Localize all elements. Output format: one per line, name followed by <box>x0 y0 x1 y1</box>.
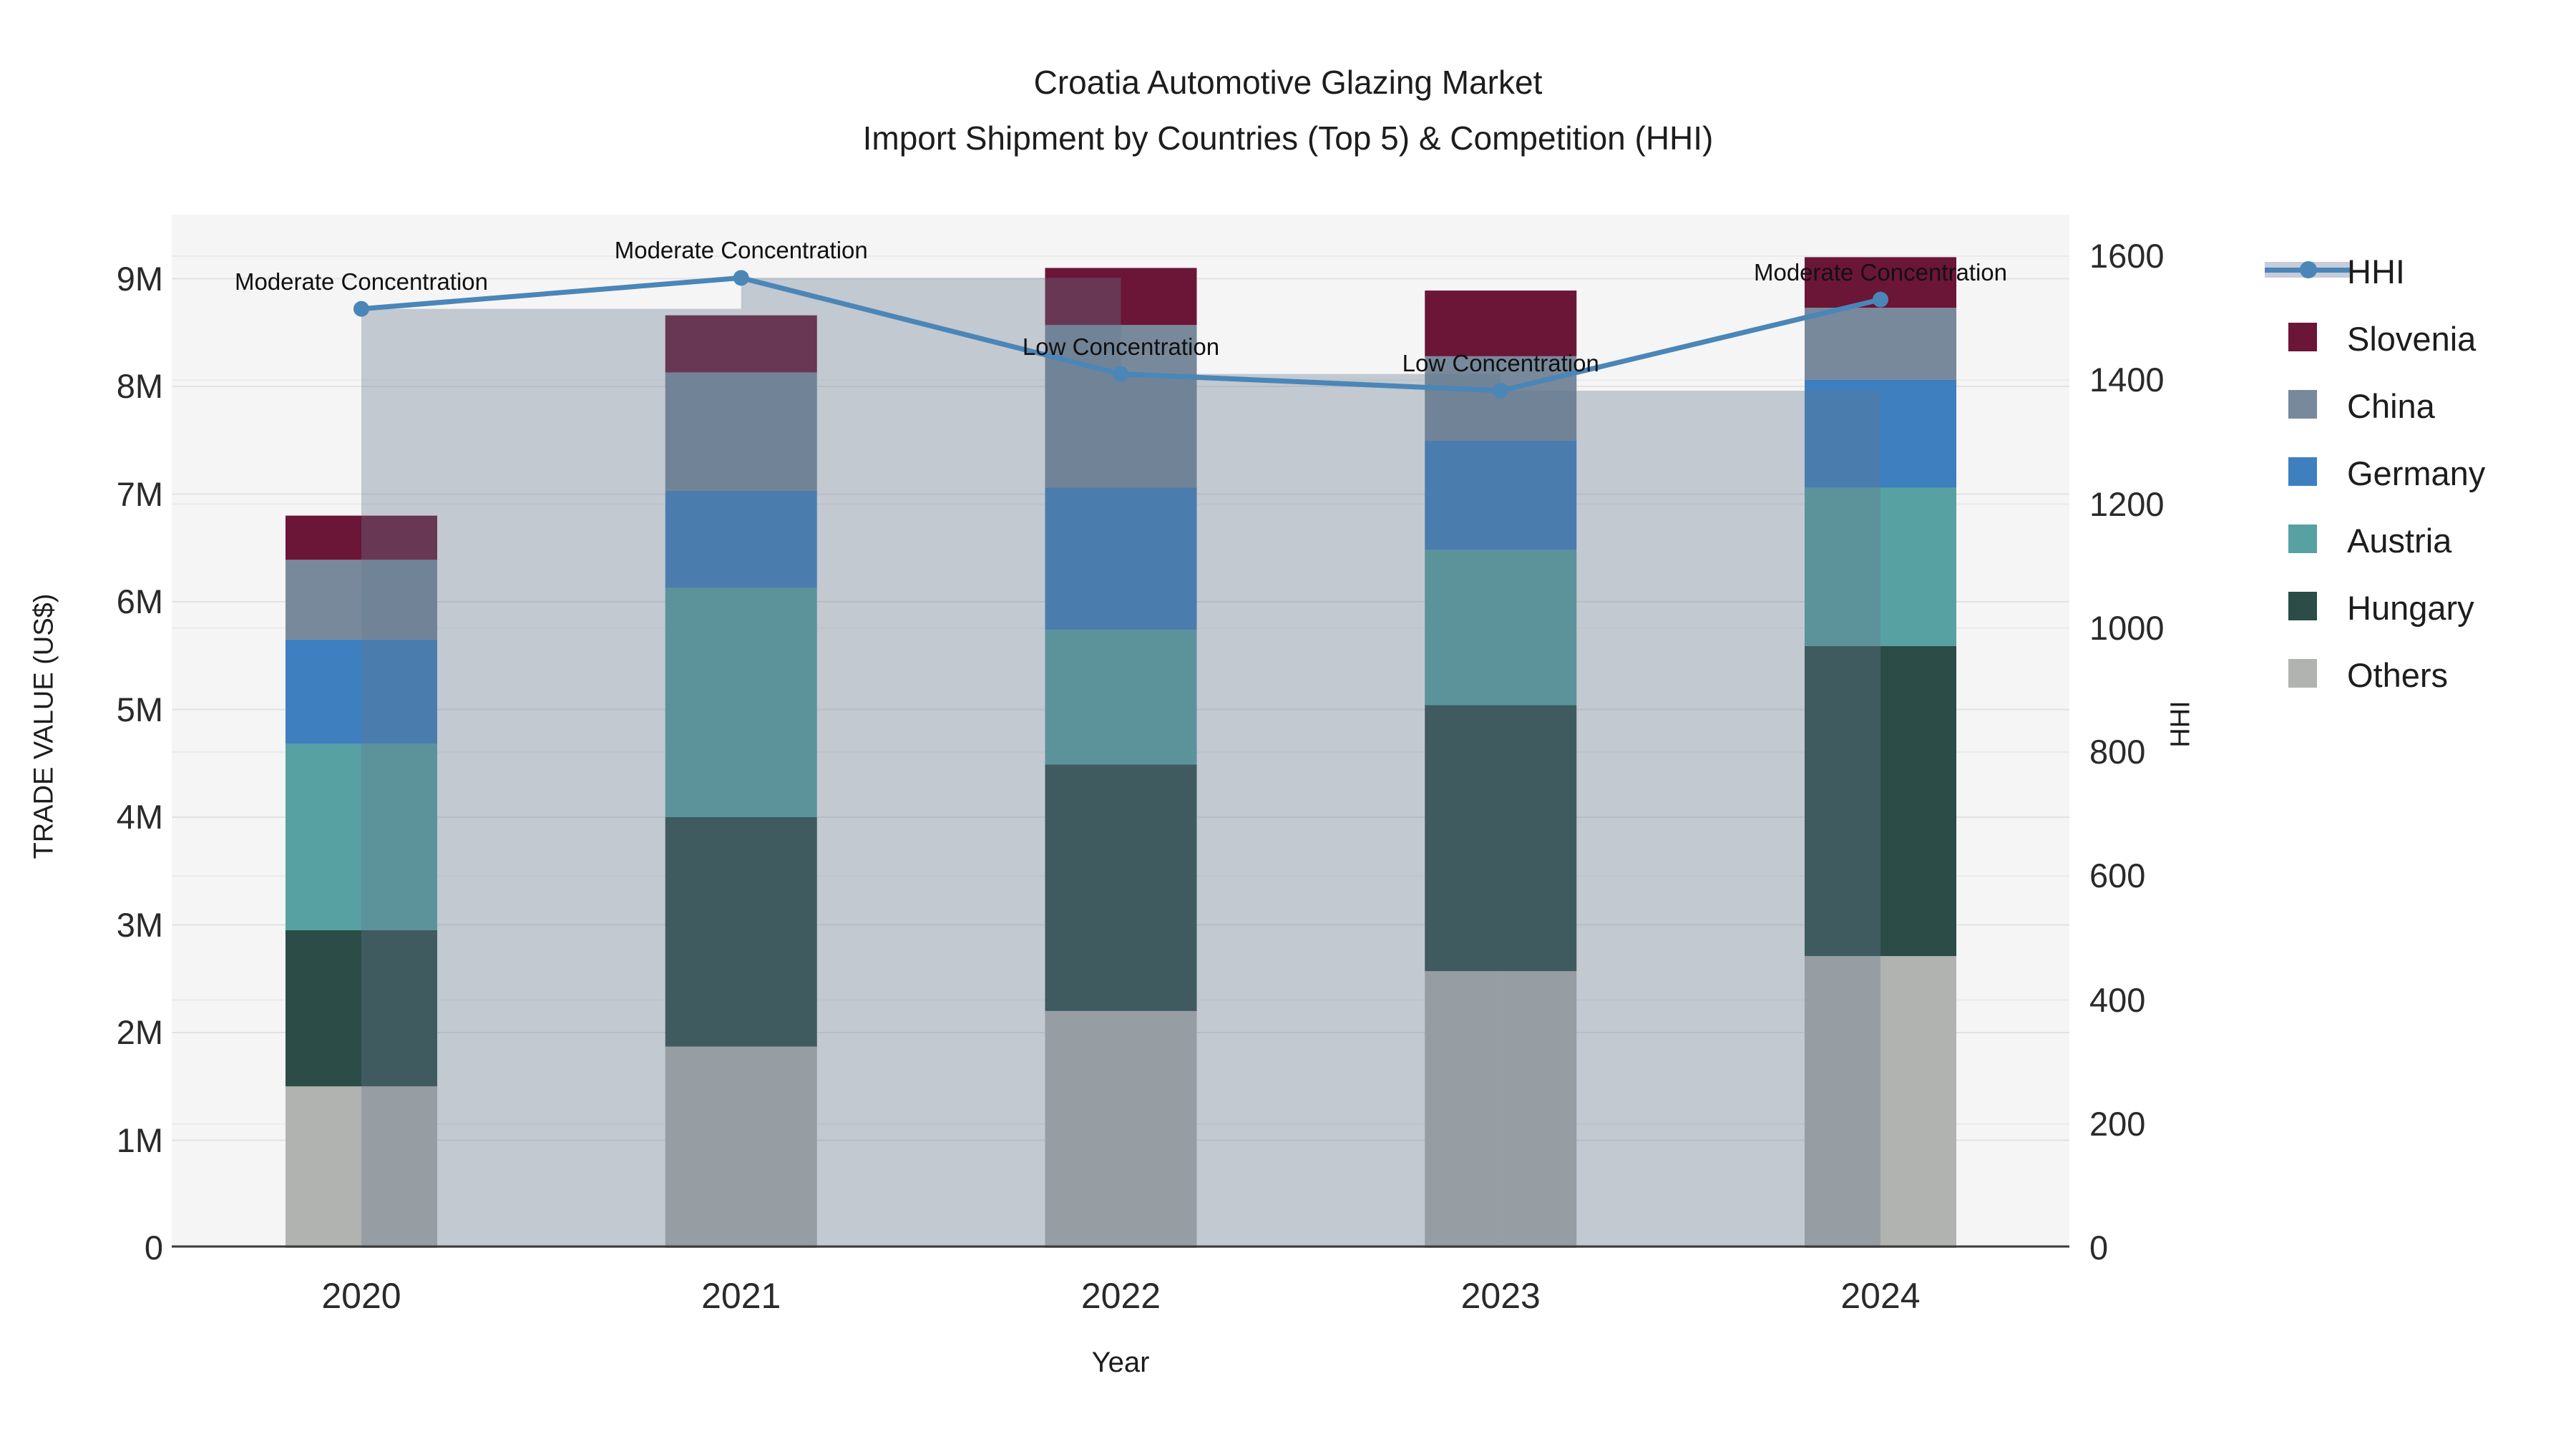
bar-segment-germany-2024[interactable] <box>1805 379 1956 488</box>
right-axis-tick-1200: 1200 <box>2089 484 2165 523</box>
left-axis-tick-7M: 7M <box>116 474 163 513</box>
chart-title-line1: Croatia Automotive Glazing Market <box>1033 64 1543 101</box>
legend-label-hhi: HHI <box>2347 253 2405 291</box>
right-axis-tick-1600: 1600 <box>2089 237 2165 275</box>
right-axis-tick-0: 0 <box>2089 1229 2109 1267</box>
bar-segment-slovenia-2022[interactable] <box>1045 268 1197 326</box>
hhi-point-2023[interactable] <box>1493 382 1509 399</box>
legend-swatch-slovenia <box>2288 323 2317 351</box>
annotation-2022: Low Concentration <box>1022 333 1220 360</box>
bar-segment-austria-2020[interactable] <box>286 743 437 931</box>
hhi-backing-bar-2020[interactable] <box>361 308 741 1248</box>
right-axis-tick-400: 400 <box>2089 980 2146 1019</box>
legend-swatch-germany <box>2288 457 2317 486</box>
legend-item-slovenia[interactable]: Slovenia <box>2265 303 2572 371</box>
legend-item-germany[interactable]: Germany <box>2265 438 2572 505</box>
legend-label-others: Others <box>2347 656 2449 694</box>
bar-segment-china-2022[interactable] <box>1045 325 1197 488</box>
legend-item-austria[interactable]: Austria <box>2265 505 2572 572</box>
right-axis-tick-200: 200 <box>2089 1104 2146 1143</box>
right-axis-tick-1400: 1400 <box>2089 361 2165 399</box>
right-axis-tick-1000: 1000 <box>2089 608 2165 647</box>
bar-segment-china-2020[interactable] <box>286 560 437 640</box>
legend-item-hhi[interactable]: HHI <box>2265 236 2572 303</box>
x-axis-tick-2024: 2024 <box>1840 1276 1921 1316</box>
left-axis-tick-4M: 4M <box>116 798 163 836</box>
x-axis-tick-2023: 2023 <box>1460 1276 1541 1316</box>
legend-swatch-others <box>2288 659 2317 688</box>
bar-segment-hungary-2022[interactable] <box>1045 764 1197 1011</box>
legend-swatch-austria <box>2288 525 2317 553</box>
left-axis-tick-3M: 3M <box>116 905 163 944</box>
legend-swatch-china <box>2288 390 2317 419</box>
annotation-2024: Moderate Concentration <box>1753 258 2008 286</box>
annotation-2020: Moderate Concentration <box>234 268 489 295</box>
legend-item-others[interactable]: Others <box>2265 640 2572 707</box>
chart-title-line2: Import Shipment by Countries (Top 5) & C… <box>862 119 1714 157</box>
bar-segment-china-2021[interactable] <box>665 372 817 491</box>
hhi-backing-bar-2022[interactable] <box>1121 374 1501 1248</box>
bar-segment-hungary-2020[interactable] <box>286 930 437 1087</box>
bar-segment-hungary-2024[interactable] <box>1805 645 1956 957</box>
hhi-point-2024[interactable] <box>1873 291 1888 308</box>
bar-segment-germany-2022[interactable] <box>1045 487 1197 630</box>
left-axis-tick-9M: 9M <box>116 259 163 298</box>
left-axis-tick-6M: 6M <box>116 582 163 620</box>
legend-label-china: China <box>2347 387 2435 425</box>
bar-segment-others-2022[interactable] <box>1045 1010 1197 1248</box>
chart-canvas <box>172 255 2069 1248</box>
left-axis-tick-2M: 2M <box>116 1013 163 1051</box>
left-axis-tick-1M: 1M <box>116 1121 163 1159</box>
left-axis-tick-5M: 5M <box>116 690 163 728</box>
plot-area <box>172 215 2069 1248</box>
left-axis-tick-8M: 8M <box>116 367 163 405</box>
hhi-point-2022[interactable] <box>1113 366 1129 382</box>
hhi-point-2020[interactable] <box>353 301 369 317</box>
right-axis-tick-800: 800 <box>2089 733 2146 771</box>
bar-segment-austria-2021[interactable] <box>665 587 817 817</box>
bar-segment-austria-2024[interactable] <box>1805 487 1956 646</box>
bar-segment-austria-2023[interactable] <box>1425 550 1577 706</box>
bar-segment-slovenia-2023[interactable] <box>1425 291 1577 356</box>
bar-segment-hungary-2023[interactable] <box>1425 705 1577 972</box>
hhi-backing-bar-2021[interactable] <box>741 278 1121 1248</box>
bar-segment-austria-2022[interactable] <box>1045 630 1197 765</box>
legend-label-hungary: Hungary <box>2347 589 2474 627</box>
left-axis-tick-0: 0 <box>144 1229 163 1267</box>
legend-swatch-hungary <box>2288 592 2317 620</box>
bar-segment-germany-2023[interactable] <box>1425 440 1577 550</box>
annotation-2023: Low Concentration <box>1402 349 1599 376</box>
bar-segment-slovenia-2021[interactable] <box>665 315 817 373</box>
bar-segment-others-2021[interactable] <box>665 1046 817 1248</box>
x-axis-title: Year <box>1091 1347 1150 1378</box>
legend-label-austria: Austria <box>2347 522 2452 560</box>
x-axis-tick-2022: 2022 <box>1080 1276 1161 1316</box>
bar-segment-hungary-2021[interactable] <box>665 817 817 1047</box>
x-axis-tick-2021: 2021 <box>701 1276 781 1316</box>
bar-segment-others-2020[interactable] <box>286 1086 437 1248</box>
bar-segment-others-2023[interactable] <box>1425 971 1577 1248</box>
annotation-2021: Moderate Concentration <box>614 237 868 264</box>
right-axis-tick-600: 600 <box>2089 857 2146 895</box>
bar-segment-slovenia-2020[interactable] <box>286 515 437 560</box>
bar-segment-germany-2021[interactable] <box>665 490 817 588</box>
legend-label-germany: Germany <box>2347 454 2486 492</box>
x-axis-tick-2020: 2020 <box>321 1276 401 1316</box>
bar-segment-germany-2020[interactable] <box>286 639 437 744</box>
legend-item-hungary[interactable]: Hungary <box>2265 572 2572 640</box>
bar-segment-others-2024[interactable] <box>1805 956 1956 1248</box>
right-axis-title: HHI <box>2165 701 2196 748</box>
hhi-legend-marker-icon <box>2300 261 2317 278</box>
hhi-point-2021[interactable] <box>733 270 749 286</box>
bar-segment-china-2024[interactable] <box>1805 308 1956 380</box>
hhi-backing-bar-2023[interactable] <box>1501 390 1880 1248</box>
legend-label-slovenia: Slovenia <box>2347 320 2477 358</box>
legend-item-china[interactable]: China <box>2265 371 2572 438</box>
